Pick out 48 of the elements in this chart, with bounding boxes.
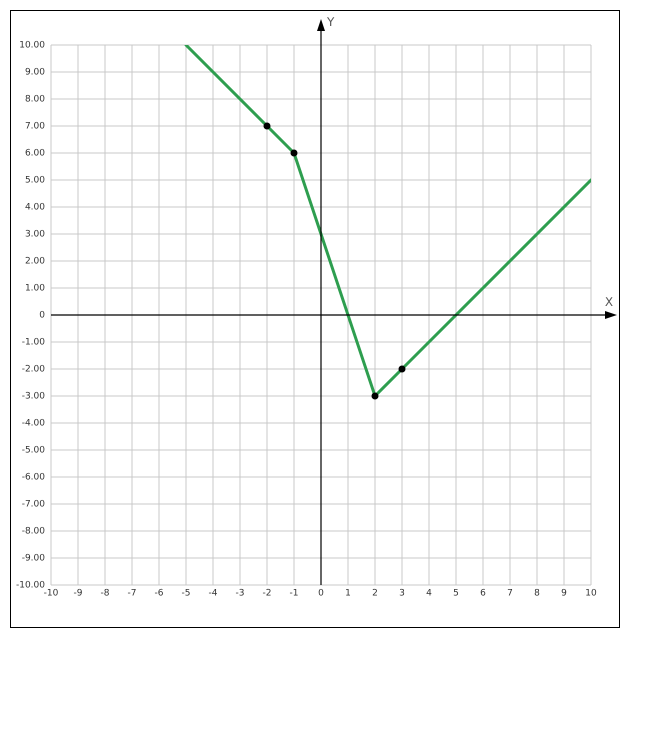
y-axis-title: Y: [326, 15, 335, 30]
point: [264, 122, 270, 130]
y-tick-label: 6.00: [24, 148, 46, 158]
x-tick-label: 5: [453, 588, 459, 599]
y-tick-label: -9.00: [22, 553, 46, 564]
y-tick-label: -10.00: [16, 580, 46, 590]
x-tick-label: 2: [372, 588, 378, 599]
y-tick-label: 4.00: [24, 202, 46, 212]
y-tick-label: -3.00: [22, 391, 46, 402]
y-tick-label: -4.00: [22, 418, 46, 428]
y-tick-label: 8.00: [24, 94, 46, 104]
x-tick-label: -1: [290, 588, 298, 599]
x-tick-label: -9: [74, 588, 83, 599]
x-tick-label: -10: [44, 588, 59, 599]
x-tick-label: -3: [236, 588, 244, 599]
x-tick-label: 9: [561, 588, 568, 599]
x-tick-label: 0: [318, 588, 324, 599]
x-tick-label: 6: [480, 588, 486, 599]
y-tick-label: -7.00: [22, 499, 46, 510]
y-tick-label: 7.00: [24, 121, 46, 132]
y-tick-label: 1.00: [24, 283, 46, 294]
x-tick-label: -6: [154, 588, 164, 599]
x-tick-label: -7: [128, 588, 136, 599]
y-tick-label: -8.00: [22, 526, 46, 536]
y-tick-label: 2.00: [24, 256, 46, 266]
x-tick-label: 10: [585, 588, 597, 599]
y-tick-label: -1.00: [22, 337, 46, 348]
x-tick-label: -2: [262, 588, 272, 599]
y-tick-label: 3.00: [24, 229, 46, 240]
y-tick-label: 0: [39, 310, 46, 320]
y-tick-label: 9.00: [24, 67, 46, 78]
x-tick-label: 3: [399, 588, 405, 599]
x-tick-label: -5: [182, 588, 190, 599]
point: [372, 392, 378, 400]
x-tick-label: -4: [208, 588, 218, 599]
y-tick-label: 5.00: [24, 175, 46, 186]
x-tick-label: 8: [534, 588, 540, 599]
y-tick-label: 10.00: [19, 40, 46, 50]
x-tick-label: -8: [100, 588, 110, 599]
point: [290, 150, 298, 156]
x-tick-label: 4: [426, 588, 432, 599]
y-tick-label: -2.00: [22, 364, 46, 374]
x-tick-label: 7: [507, 588, 513, 599]
x-tick-label: 1: [345, 588, 351, 599]
point: [398, 366, 406, 372]
y-tick-label: -6.00: [22, 472, 46, 482]
x-axis-title: X: [604, 295, 614, 310]
y-tick-label: -5.00: [22, 445, 46, 456]
